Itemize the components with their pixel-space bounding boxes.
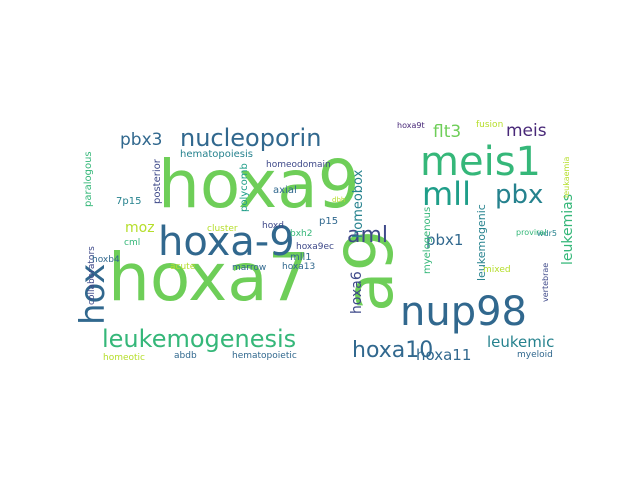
cloud-word: fusion bbox=[476, 120, 503, 130]
cloud-word: hox bbox=[73, 264, 113, 325]
cloud-word: wdr5 bbox=[537, 229, 557, 238]
cloud-word: posterior bbox=[152, 158, 163, 204]
cloud-word: mixed bbox=[483, 265, 511, 275]
cloud-word: hoxa13 bbox=[282, 262, 315, 272]
cloud-word: aml bbox=[347, 223, 388, 248]
cloud-word: pbx bbox=[495, 180, 543, 210]
cloud-word: flt3 bbox=[433, 122, 461, 142]
cloud-word: hoxa10 bbox=[352, 338, 433, 363]
cloud-word: hematopoiesis bbox=[180, 149, 253, 160]
cloud-word: hoxa11 bbox=[416, 346, 471, 364]
cloud-word: cluster bbox=[207, 224, 238, 234]
cloud-words: hoxa9 hoxa7 a9 hoxa-9 meis1 nup98 mll pbx hox nuc… bbox=[73, 120, 576, 364]
cloud-word: acute bbox=[170, 262, 196, 272]
cloud-word: mll1 bbox=[290, 252, 312, 263]
cloud-word: dbh bbox=[332, 196, 345, 204]
cloud-word: leukemias bbox=[560, 194, 576, 265]
cloud-word: pbx3 bbox=[120, 130, 162, 150]
cloud-word: hoxa-9 bbox=[158, 219, 295, 265]
cloud-word: myelogenous bbox=[422, 207, 433, 274]
cloud-word: homeodomain bbox=[266, 160, 331, 170]
cloud-word: abdb bbox=[174, 351, 197, 361]
cloud-word: moz bbox=[125, 220, 155, 236]
cloud-word: leukaemia bbox=[562, 156, 571, 198]
cloud-word: hoxa6 bbox=[349, 271, 365, 314]
cloud-word: homeotic bbox=[103, 353, 145, 363]
cloud-word: paralogous bbox=[83, 151, 94, 207]
cloud-word: leukemogenesis bbox=[102, 325, 296, 353]
cloud-word: myeloid bbox=[517, 350, 553, 360]
cloud-word: nup98 bbox=[400, 289, 527, 335]
cloud-word: collaborators bbox=[87, 246, 97, 305]
cloud-word: hoxa9ec bbox=[296, 242, 334, 252]
cloud-word: meis bbox=[506, 121, 547, 141]
cloud-word: hoxb4 bbox=[92, 255, 120, 265]
cloud-word: cml bbox=[124, 238, 140, 248]
cloud-word: proviral bbox=[516, 228, 546, 237]
cloud-word: mll bbox=[422, 175, 471, 213]
cloud-word: meis1 bbox=[420, 139, 541, 185]
cloud-word: vertebrae bbox=[541, 263, 550, 302]
cloud-word: leukemogenic bbox=[475, 204, 488, 281]
cloud-word: hoxa9 bbox=[158, 146, 360, 223]
cloud-word: hoxa9t bbox=[397, 121, 425, 130]
cloud-word: marrow bbox=[232, 263, 266, 273]
cloud-word: a9 bbox=[331, 230, 408, 312]
cloud-word: polycomb bbox=[239, 163, 250, 212]
cloud-word: hoxd bbox=[262, 221, 284, 231]
cloud-word: 7p15 bbox=[116, 196, 141, 207]
cloud-word: bxh2 bbox=[290, 229, 312, 239]
cloud-word: hoxa7 bbox=[108, 239, 310, 316]
cloud-word: homeobox bbox=[351, 169, 366, 238]
cloud-word: leukemic bbox=[487, 333, 554, 351]
cloud-word: pbx1 bbox=[426, 231, 463, 249]
cloud-word: nucleoporin bbox=[180, 124, 321, 152]
cloud-word: axial bbox=[273, 185, 297, 196]
cloud-word: hematopoietic bbox=[232, 351, 297, 361]
cloud-word: p15 bbox=[319, 216, 338, 227]
